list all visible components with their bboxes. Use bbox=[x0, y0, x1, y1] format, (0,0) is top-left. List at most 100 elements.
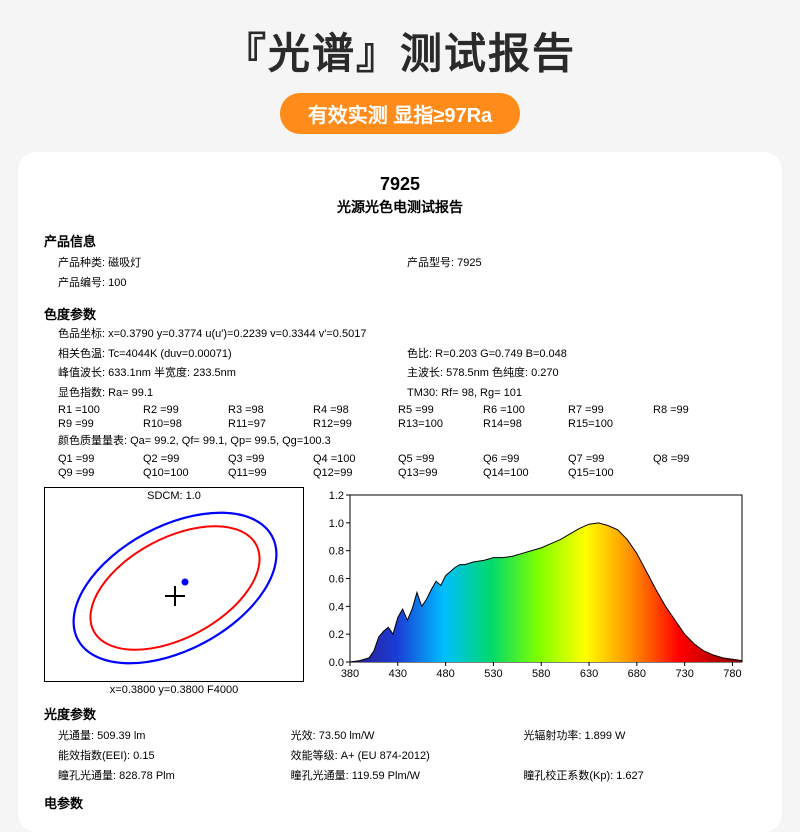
page-header: 『光谱』测试报告 有效实测 显指≥97Ra bbox=[0, 0, 800, 134]
svg-text:630: 630 bbox=[580, 668, 598, 680]
cri-row: 显色指数: Ra= 99.1 TM30: Rf= 98, Rg= 101 bbox=[44, 385, 756, 402]
product-info-row2: 产品编号: 100 bbox=[44, 274, 756, 290]
svg-text:1.0: 1.0 bbox=[329, 517, 344, 529]
value-cell: R10=98 bbox=[143, 418, 228, 430]
value-cell: Q10=100 bbox=[143, 467, 228, 479]
value-cell bbox=[653, 467, 738, 479]
main-title: 『光谱』测试报告 bbox=[0, 20, 800, 81]
light-params-section: 光度参数 光通量: 509.39 lm 光效: 73.50 lm/W 光辐射功率… bbox=[44, 704, 756, 783]
value-cell: Q3 =99 bbox=[228, 453, 313, 465]
value-cell: R1 =100 bbox=[58, 404, 143, 416]
wavelength-row: 峰值波长: 633.1nm 半宽度: 233.5nm 主波长: 578.5nm … bbox=[44, 365, 756, 382]
svg-text:580: 580 bbox=[532, 668, 550, 680]
svg-text:780: 780 bbox=[723, 668, 741, 680]
value-cell: Q5 =99 bbox=[398, 453, 483, 465]
svg-text:0.2: 0.2 bbox=[329, 629, 344, 641]
title-prefix: 『 bbox=[224, 30, 268, 77]
value-cell: R13=100 bbox=[398, 418, 483, 430]
value-cell: Q14=100 bbox=[483, 467, 568, 479]
cri-ra: 显色指数: Ra= 99.1 bbox=[58, 385, 407, 402]
svg-text:1.2: 1.2 bbox=[329, 490, 344, 502]
product-model: 产品型号: 7925 bbox=[407, 254, 756, 270]
product-code: 7925 bbox=[44, 174, 756, 195]
value-cell: R14=98 bbox=[483, 418, 568, 430]
elec-params-heading: 电参数 bbox=[44, 793, 756, 812]
color-quality-scale: 颜色质量量表: Qa= 99.2, Qf= 99.1, Qp= 99.5, Qg… bbox=[44, 433, 756, 450]
light-row2: 能效指数(EEI): 0.15 效能等级: A+ (EU 874-2012) bbox=[44, 747, 756, 763]
subtitle-badge: 有效实测 显指≥97Ra bbox=[280, 93, 520, 134]
product-type: 产品种类: 磁吸灯 bbox=[58, 254, 407, 270]
value-cell: R2 =99 bbox=[143, 404, 228, 416]
radiant-power: 光辐射功率: 1.899 W bbox=[523, 727, 756, 743]
spectrum-chart: 0.00.20.40.60.81.01.23804304805305806306… bbox=[312, 487, 752, 682]
q-values-grid: Q1 =99Q2 =99Q3 =99Q4 =100Q5 =99Q6 =99Q7 … bbox=[44, 453, 756, 479]
product-info-row1: 产品种类: 磁吸灯 产品型号: 7925 bbox=[44, 254, 756, 270]
cct-row: 相关色温: Tc=4044K (duv=0.00071) 色比: R=0.203… bbox=[44, 346, 756, 363]
sdcm-chart: SDCM: 1.0 x=0.3800 y=0.3800 F4000 bbox=[44, 487, 304, 682]
value-cell: Q13=99 bbox=[398, 467, 483, 479]
value-cell: Q1 =99 bbox=[58, 453, 143, 465]
svg-text:380: 380 bbox=[341, 668, 359, 680]
value-cell: R3 =98 bbox=[228, 404, 313, 416]
tm30: TM30: Rf= 98, Rg= 101 bbox=[407, 385, 756, 402]
product-empty bbox=[407, 274, 756, 290]
value-cell: Q9 =99 bbox=[58, 467, 143, 479]
pupil-flux-w: 瞳孔光通量: 119.59 Plm/W bbox=[291, 767, 524, 783]
value-cell: R4 =98 bbox=[313, 404, 398, 416]
peak-wavelength: 峰值波长: 633.1nm 半宽度: 233.5nm bbox=[58, 365, 407, 382]
product-number: 产品编号: 100 bbox=[58, 274, 407, 290]
pupil-kp: 瞳孔校正系数(Kp): 1.627 bbox=[523, 767, 756, 783]
pupil-flux: 瞳孔光通量: 828.78 Plm bbox=[58, 767, 291, 783]
cct-value: 相关色温: Tc=4044K (duv=0.00071) bbox=[58, 346, 407, 363]
light-r2c3 bbox=[523, 747, 756, 763]
report-header: 7925 光源光色电测试报告 bbox=[44, 174, 756, 217]
report-card: 7925 光源光色电测试报告 产品信息 产品种类: 磁吸灯 产品型号: 7925… bbox=[18, 152, 782, 832]
value-cell: Q7 =99 bbox=[568, 453, 653, 465]
product-info-heading: 产品信息 bbox=[44, 231, 756, 250]
spectrum-svg: 0.00.20.40.60.81.01.23804304805305806306… bbox=[312, 487, 752, 682]
value-cell: Q8 =99 bbox=[653, 453, 738, 465]
svg-text:680: 680 bbox=[628, 668, 646, 680]
title-highlight: 光谱 bbox=[268, 30, 356, 77]
value-cell: R5 =99 bbox=[398, 404, 483, 416]
charts-row: SDCM: 1.0 x=0.3800 y=0.3800 F4000 0.00.2… bbox=[44, 487, 756, 682]
dominant-wavelength: 主波长: 578.5nm 色纯度: 0.270 bbox=[407, 365, 756, 382]
svg-text:0.8: 0.8 bbox=[329, 545, 344, 557]
value-cell: R12=99 bbox=[313, 418, 398, 430]
value-cell: Q4 =100 bbox=[313, 453, 398, 465]
value-cell: Q15=100 bbox=[568, 467, 653, 479]
value-cell: R8 =99 bbox=[653, 404, 738, 416]
value-cell: Q2 =99 bbox=[143, 453, 228, 465]
report-name: 光源光色电测试报告 bbox=[44, 197, 756, 217]
svg-text:530: 530 bbox=[484, 668, 502, 680]
light-params-heading: 光度参数 bbox=[44, 704, 756, 723]
value-cell: Q11=99 bbox=[228, 467, 313, 479]
value-cell bbox=[653, 418, 738, 430]
color-params-heading: 色度参数 bbox=[44, 304, 756, 323]
sdcm-label: SDCM: 1.0 bbox=[147, 490, 201, 502]
value-cell: R15=100 bbox=[568, 418, 653, 430]
light-row1: 光通量: 509.39 lm 光效: 73.50 lm/W 光辐射功率: 1.8… bbox=[44, 727, 756, 743]
luminous-flux: 光通量: 509.39 lm bbox=[58, 727, 291, 743]
sdcm-svg bbox=[45, 488, 305, 683]
value-cell: R9 =99 bbox=[58, 418, 143, 430]
r-values-grid: R1 =100R2 =99R3 =98R4 =98R5 =99R6 =100R7… bbox=[44, 404, 756, 430]
value-cell: R11=97 bbox=[228, 418, 313, 430]
eei: 能效指数(EEI): 0.15 bbox=[58, 747, 291, 763]
luminous-efficacy: 光效: 73.50 lm/W bbox=[291, 727, 524, 743]
title-suffix: 』测试报告 bbox=[356, 30, 576, 77]
value-cell: R7 =99 bbox=[568, 404, 653, 416]
light-row3: 瞳孔光通量: 828.78 Plm 瞳孔光通量: 119.59 Plm/W 瞳孔… bbox=[44, 767, 756, 783]
value-cell: Q6 =99 bbox=[483, 453, 568, 465]
value-cell: Q12=99 bbox=[313, 467, 398, 479]
value-cell: R6 =100 bbox=[483, 404, 568, 416]
efficacy-class: 效能等级: A+ (EU 874-2012) bbox=[291, 747, 524, 763]
sdcm-bottom-label: x=0.3800 y=0.3800 F4000 bbox=[110, 684, 238, 696]
svg-text:480: 480 bbox=[436, 668, 454, 680]
svg-text:0.6: 0.6 bbox=[329, 573, 344, 585]
svg-text:730: 730 bbox=[675, 668, 693, 680]
chroma-coords: 色品坐标: x=0.3790 y=0.3774 u(u')=0.2239 v=0… bbox=[44, 326, 756, 343]
color-ratio: 色比: R=0.203 G=0.749 B=0.048 bbox=[407, 346, 756, 363]
svg-text:430: 430 bbox=[389, 668, 407, 680]
svg-text:0.4: 0.4 bbox=[329, 601, 344, 613]
